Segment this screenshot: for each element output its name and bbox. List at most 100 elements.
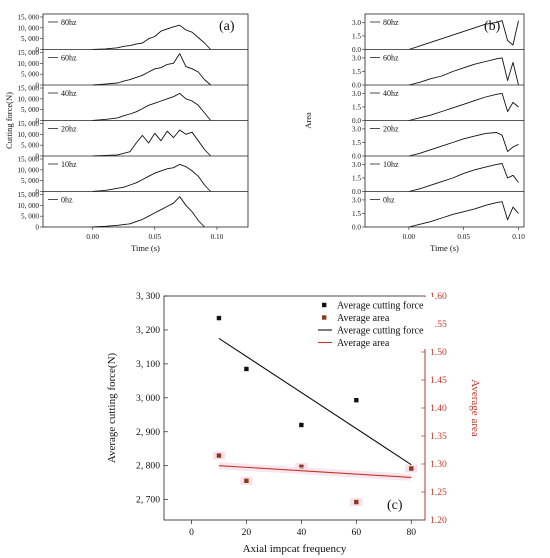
y-tick-label: 5, 000 (21, 35, 39, 43)
legend-item-average-area: Average area (337, 313, 390, 324)
x-tick-label: 0.00 (86, 233, 99, 241)
series-line-60hz (92, 53, 211, 86)
series-label-60hz: 60hz (61, 54, 77, 63)
y-right-tick-label: 1.30 (430, 459, 447, 470)
panel-label: (b) (484, 19, 501, 34)
y-tick-label: 15, 000 (17, 14, 39, 22)
legend-box (314, 297, 434, 349)
point-average-area (354, 499, 359, 505)
fit-line-average-cutting-force (218, 337, 412, 466)
y-tick-label: 1.5 (352, 174, 361, 182)
series-line-40hz (92, 92, 212, 121)
series-line-40hz (408, 92, 519, 121)
y-tick-label: 15, 000 (17, 156, 39, 164)
point-average-area (244, 478, 249, 483)
series-line-10hz (408, 163, 519, 192)
series-line-0hz (92, 196, 205, 228)
x-tick-label: 0 (189, 527, 194, 538)
y-axis-title: Area (303, 112, 313, 129)
point-average-cutting-force (244, 366, 249, 372)
y-tick-label: 0 (35, 117, 39, 125)
panel-label: (c) (387, 498, 403, 513)
y-tick-label: 3.0 (352, 161, 361, 169)
x-tick-label: 0.00 (403, 233, 416, 241)
series-label-0hz: 0hz (383, 196, 395, 205)
y-tick-label: 10, 000 (17, 166, 39, 174)
series-label-10hz: 10hz (61, 160, 77, 169)
y-tick-label: 0.0 (352, 188, 361, 196)
x-tick-label: 0.10 (512, 233, 525, 241)
panel-a: 0 5, 000 10, 000 15, 000 80hz 0 5, 000 10, 000 1… (4, 14, 249, 253)
y-tick-label: 3.0 (352, 90, 361, 98)
y-axis-title: Cutting force(N) (4, 92, 14, 149)
series-label-10hz: 10hz (383, 160, 399, 169)
panel-label: (a) (219, 19, 235, 34)
x-tick-label: 40 (297, 527, 307, 538)
y-tick-label: 0 (35, 188, 39, 196)
y-right-tick-label: 1.50 (430, 347, 447, 358)
y-tick-label: 10, 000 (17, 24, 39, 32)
series-line-10hz (92, 163, 212, 192)
x-tick-label: 20 (242, 527, 252, 538)
point-average-area (409, 466, 414, 471)
y-tick-label: 3.0 (352, 19, 361, 27)
y-tick-label: 0.0 (352, 46, 361, 54)
y-tick-label: 0 (35, 46, 39, 54)
series-line-60hz (408, 57, 519, 86)
y-tick-label: 3.0 (352, 54, 361, 62)
y-tick-label: 15, 000 (17, 49, 39, 57)
y-tick-label: 3, 100 (136, 359, 160, 370)
y-tick-label: 5, 000 (21, 71, 39, 79)
y-tick-label: 3, 300 (136, 291, 160, 302)
y-tick-label: 15, 000 (17, 85, 39, 93)
y-tick-label: 5, 000 (21, 142, 39, 150)
y-tick-label: 2, 700 (136, 495, 160, 506)
y-tick-label: 0.0 (352, 117, 361, 125)
legend-marker (322, 315, 327, 320)
series-line-80hz (408, 20, 519, 50)
y-right-tick-label: 1.40 (430, 403, 447, 414)
y-axis-title: Average cutting force(N) (106, 352, 118, 463)
y-tick-label: 3, 000 (136, 393, 160, 404)
y-tick-label: 0.0 (352, 153, 361, 161)
y-tick-label: 0 (35, 224, 39, 232)
point-average-area (299, 464, 304, 469)
point-average-cutting-force (354, 397, 359, 403)
legend-item-average-cutting-force: Average cutting force (337, 301, 424, 312)
y-tick-label: 0.0 (352, 82, 361, 90)
y-tick-label: 1.5 (352, 68, 361, 76)
y-tick-label: 1.5 (352, 32, 361, 40)
legend-marker (322, 302, 327, 308)
series-label-40hz: 40hz (61, 89, 77, 98)
y-tick-label: 10, 000 (17, 60, 39, 68)
legend-item-average-cutting-force: Average cutting force (337, 326, 424, 337)
y-tick-label: 3, 200 (136, 325, 160, 336)
y-tick-label: 1.5 (352, 103, 361, 111)
series-label-20hz: 20hz (61, 125, 77, 134)
series-label-60hz: 60hz (383, 54, 399, 63)
y-tick-label: 10, 000 (17, 202, 39, 210)
point-average-cutting-force (299, 422, 304, 428)
y-right-tick-label: 1.20 (430, 515, 447, 526)
x-tick-label: 0.10 (211, 233, 224, 241)
y-tick-label: 1.5 (352, 139, 361, 147)
series-line-20hz (408, 132, 519, 157)
y-right-tick-label: 1.35 (430, 431, 447, 442)
panel-c: 2, 700 2, 800 2, 900 3, 000 3, 100 3, 200 3, 3… (106, 291, 481, 555)
x-tick-label: 80 (406, 527, 416, 538)
series-line-20hz (92, 129, 212, 157)
y-right-tick-label: 1.25 (430, 487, 447, 498)
x-tick-label: 0.05 (457, 233, 470, 241)
y-tick-label: 2, 900 (136, 427, 160, 438)
y-tick-label: 15, 000 (17, 120, 39, 128)
y-tick-label: 5, 000 (21, 177, 39, 185)
point-average-area (216, 453, 222, 458)
y-tick-label: 0.0 (352, 224, 361, 232)
panel-b: 0.0 1.5 3.0 80hz 0.0 1.5 3.0 60hz 0.0 1.5 3.0 40hz 0… (303, 13, 525, 253)
y-tick-label: 5, 000 (21, 213, 39, 221)
y-tick-label: 10, 000 (17, 95, 39, 103)
y-tick-label: 10, 000 (17, 131, 39, 139)
y-tick-label: 2, 800 (136, 461, 160, 472)
series-label-80hz: 80hz (383, 18, 399, 27)
